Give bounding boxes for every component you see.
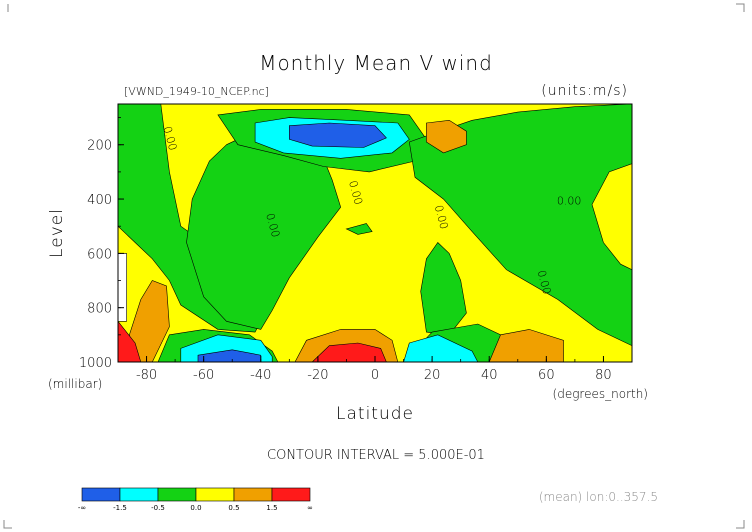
region-min-18 <box>118 320 142 362</box>
colorbar-swatch <box>81 487 121 502</box>
region-positive-3 <box>408 104 632 347</box>
region-low-17 <box>488 329 564 362</box>
x-tick-label: 80 <box>595 368 612 383</box>
x-tick-label: -60 <box>193 368 214 383</box>
colorbar-tick-label: ∞ <box>307 504 313 512</box>
y-tick-label: 400 <box>87 193 112 208</box>
region-low-13 <box>426 119 467 154</box>
colorbar-swatch <box>271 487 311 502</box>
contour-label-4: 0.00 <box>535 269 554 296</box>
x-tick-label: 40 <box>481 368 498 383</box>
units-label: (units:m/s) <box>541 83 628 99</box>
x-tick-label: -20 <box>307 368 328 383</box>
contour-label-5: 0.00 <box>557 194 582 207</box>
x-tick-label: -80 <box>136 368 157 383</box>
colorbar: -∞ -1.5 -0.5 0.0 0.5 1.5 ∞ <box>78 487 313 512</box>
contour-interval: CONTOUR INTERVAL = 5.000E-01 <box>267 448 485 463</box>
region-high-12 <box>403 334 479 362</box>
corner-marks <box>3 3 745 529</box>
file-label: [VWND_1949-10_NCEP.nc] <box>124 85 269 98</box>
y-axis-unit: (millibar) <box>48 377 102 391</box>
colorbar-tick-label: -0.5 <box>151 504 165 512</box>
contour-label-2: 0.00 <box>346 179 365 206</box>
y-axis-ticks: 200 400 600 800 1000 <box>79 117 124 371</box>
plot-area: 0.00 0.00 0.00 0.00 0.00 0.00 -80 -60 -40 -20 0 20… <box>79 103 633 383</box>
x-axis-ticks: -80 -60 -40 -20 0 20 40 60 80 <box>117 356 633 383</box>
x-axis-label: Latitude <box>336 404 414 424</box>
x-tick-label: -40 <box>250 368 271 383</box>
contour-regions <box>118 104 632 362</box>
contour-label-3: 0.00 <box>432 204 451 231</box>
region-min-16 <box>311 342 387 362</box>
y-tick-label: 800 <box>87 302 112 317</box>
region-missing-19 <box>118 253 127 322</box>
colorbar-tick-label: 0.0 <box>190 504 201 512</box>
y-tick-label: 1000 <box>79 356 112 371</box>
colorbar-tick-label: -1.5 <box>113 504 127 512</box>
footer-note: (mean) lon:0..357.5 <box>539 490 658 504</box>
region-max-9 <box>288 122 387 148</box>
colorbar-swatch <box>157 487 197 502</box>
chart-title: Monthly Mean V wind <box>259 51 493 75</box>
y-tick-label: 600 <box>87 247 112 262</box>
contour-label-0: 0.00 <box>160 125 179 152</box>
colorbar-tick-label: 1.5 <box>266 504 277 512</box>
colorbar-swatch <box>195 487 235 502</box>
x-tick-label: 60 <box>538 368 555 383</box>
x-axis-unit: (degrees_north) <box>553 387 648 401</box>
contour-labels: 0.00 0.00 0.00 0.00 0.00 0.00 <box>160 125 581 296</box>
y-tick-label: 200 <box>87 139 112 154</box>
x-tick-label: 0 <box>371 368 379 383</box>
colorbar-tick-label: -∞ <box>78 504 86 512</box>
colorbar-swatch <box>119 487 159 502</box>
y-axis-label: Level <box>47 208 67 258</box>
colorbar-tick-label: 0.5 <box>228 504 239 512</box>
x-tick-label: 20 <box>424 368 441 383</box>
region-positive-7 <box>345 223 373 235</box>
contour-label-1: 0.00 <box>263 212 282 239</box>
colorbar-swatch <box>233 487 273 502</box>
